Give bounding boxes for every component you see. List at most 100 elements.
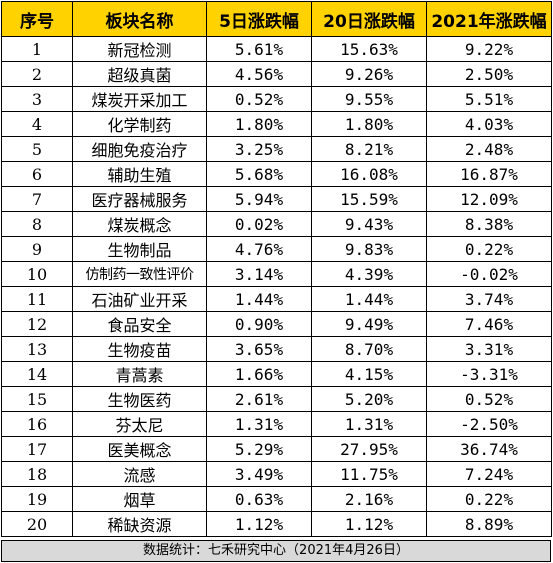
change-2021-cell: 36.74% [426,436,552,462]
header-2021-change: 2021年涨跌幅 [426,1,552,37]
change-20day-cell: 8.21% [311,136,427,162]
data-source-footer: 数据统计：七禾研究中心（2021年4月26日） [1,540,551,562]
sector-name-cell: 医疗器械服务 [72,186,207,212]
change-2021-cell: -3.31% [426,361,552,387]
change-5day-cell: 0.02% [206,211,312,237]
change-20day-cell: 27.95% [311,436,427,462]
change-5day-cell: 5.29% [206,436,312,462]
header-index: 序号 [1,1,73,37]
change-2021-cell: 0.52% [426,386,552,412]
row-index-cell: 11 [1,286,73,312]
header-5day-change: 5日涨跌幅 [206,1,312,37]
table-row: 18 流感 3.49% 11.75% 7.24% [1,461,552,487]
change-20day-cell: 8.70% [311,336,427,362]
change-5day-cell: 1.66% [206,361,312,387]
table-row: 16 芬太尼 1.31% 1.31% -2.50% [1,411,552,437]
change-2021-cell: -2.50% [426,411,552,437]
row-index-cell: 7 [1,186,73,212]
row-index-cell: 17 [1,436,73,462]
sector-name-cell: 流感 [72,461,207,487]
change-5day-cell: 5.68% [206,161,312,187]
table-row: 13 生物疫苗 3.65% 8.70% 3.31% [1,336,552,362]
change-2021-cell: 16.87% [426,161,552,187]
change-5day-cell: 0.63% [206,486,312,512]
table-row: 4 化学制药 1.80% 1.80% 4.03% [1,111,552,137]
sector-name-cell: 芬太尼 [72,411,207,437]
change-5day-cell: 0.90% [206,311,312,337]
row-index-cell: 16 [1,411,73,437]
change-20day-cell: 9.49% [311,311,427,337]
table-row: 6 辅助生殖 5.68% 16.08% 16.87% [1,161,552,187]
change-2021-cell: 8.89% [426,511,552,537]
sector-name-cell: 医美概念 [72,436,207,462]
row-index-cell: 2 [1,61,73,87]
table-row: 7 医疗器械服务 5.94% 15.59% 12.09% [1,186,552,212]
row-index-cell: 9 [1,236,73,262]
header-row: 序号 板块名称 5日涨跌幅 20日涨跌幅 2021年涨跌幅 [1,1,552,37]
change-2021-cell: 2.48% [426,136,552,162]
sector-name-cell: 烟草 [72,486,207,512]
table-row: 15 生物医药 2.61% 5.20% 0.52% [1,386,552,412]
change-5day-cell: 1.44% [206,286,312,312]
sector-name-cell: 超级真菌 [72,61,207,87]
change-2021-cell: 12.09% [426,186,552,212]
table-row: 3 煤炭开采加工 0.52% 9.55% 5.51% [1,86,552,112]
change-5day-cell: 1.31% [206,411,312,437]
row-index-cell: 4 [1,111,73,137]
table-row: 9 生物制品 4.76% 9.83% 0.22% [1,236,552,262]
sector-name-cell: 稀缺资源 [72,511,207,537]
table-row: 10 仿制药一致性评价 3.14% 4.39% -0.02% [1,261,552,287]
sector-name-cell: 新冠检测 [72,36,207,62]
change-5day-cell: 3.49% [206,461,312,487]
change-20day-cell: 11.75% [311,461,427,487]
sector-name-cell: 青蒿素 [72,361,207,387]
change-20day-cell: 1.12% [311,511,427,537]
change-5day-cell: 3.65% [206,336,312,362]
sector-name-cell: 生物疫苗 [72,336,207,362]
sector-name-cell: 生物医药 [72,386,207,412]
header-sector-name: 板块名称 [72,1,207,37]
change-2021-cell: 9.22% [426,36,552,62]
table-row: 19 烟草 0.63% 2.16% 0.22% [1,486,552,512]
change-20day-cell: 1.80% [311,111,427,137]
table-row: 12 食品安全 0.90% 9.49% 7.46% [1,311,552,337]
change-2021-cell: 4.03% [426,111,552,137]
change-20day-cell: 1.31% [311,411,427,437]
table-row: 1 新冠检测 5.61% 15.63% 9.22% [1,36,552,62]
change-5day-cell: 4.76% [206,236,312,262]
sector-name-cell: 煤炭概念 [72,211,207,237]
change-2021-cell: 8.38% [426,211,552,237]
change-5day-cell: 1.80% [206,111,312,137]
table-row: 14 青蒿素 1.66% 4.15% -3.31% [1,361,552,387]
change-20day-cell: 1.44% [311,286,427,312]
sector-name-cell: 辅助生殖 [72,161,207,187]
table-row: 17 医美概念 5.29% 27.95% 36.74% [1,436,552,462]
row-index-cell: 6 [1,161,73,187]
sector-name-cell: 细胞免疫治疗 [72,136,207,162]
change-5day-cell: 5.61% [206,36,312,62]
table-row: 2 超级真菌 4.56% 9.26% 2.50% [1,61,552,87]
change-20day-cell: 4.39% [311,261,427,287]
row-index-cell: 10 [1,261,73,287]
change-20day-cell: 4.15% [311,361,427,387]
sector-name-cell: 化学制药 [72,111,207,137]
table-row: 11 石油矿业开采 1.44% 1.44% 3.74% [1,286,552,312]
change-2021-cell: 5.51% [426,86,552,112]
change-5day-cell: 3.25% [206,136,312,162]
change-2021-cell: -0.02% [426,261,552,287]
change-2021-cell: 7.46% [426,311,552,337]
row-index-cell: 18 [1,461,73,487]
table-row: 20 稀缺资源 1.12% 1.12% 8.89% [1,511,552,537]
row-index-cell: 14 [1,361,73,387]
change-2021-cell: 0.22% [426,486,552,512]
sector-name-cell: 煤炭开采加工 [72,86,207,112]
change-20day-cell: 2.16% [311,486,427,512]
change-2021-cell: 7.24% [426,461,552,487]
change-20day-cell: 15.63% [311,36,427,62]
change-2021-cell: 0.22% [426,236,552,262]
sector-name-cell: 仿制药一致性评价 [72,261,207,287]
sector-name-cell: 石油矿业开采 [72,286,207,312]
table-row: 5 细胞免疫治疗 3.25% 8.21% 2.48% [1,136,552,162]
header-20day-change: 20日涨跌幅 [311,1,427,37]
